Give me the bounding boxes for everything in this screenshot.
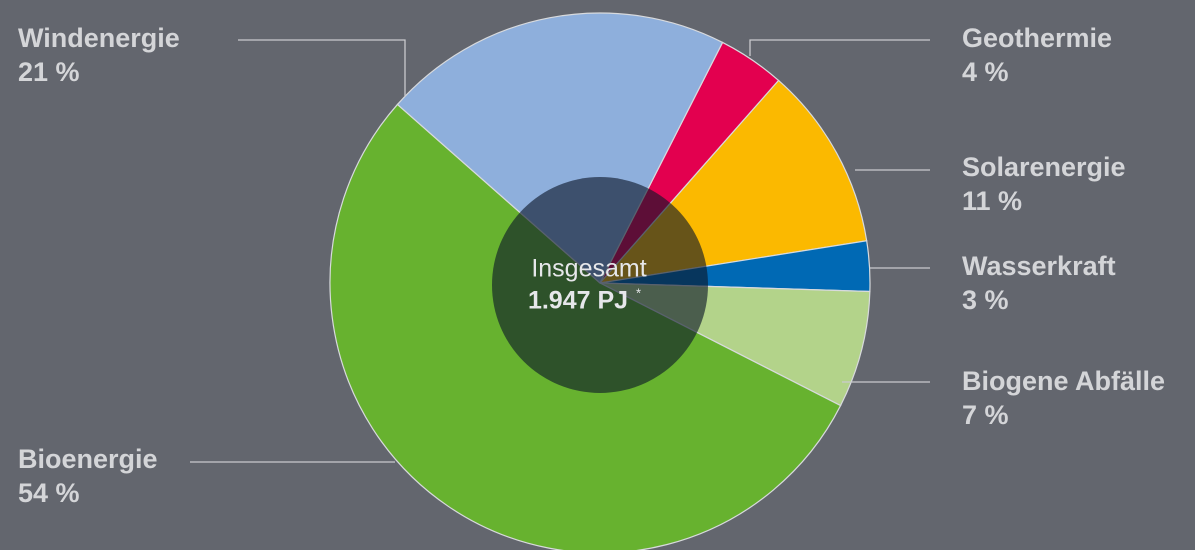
value-label: 3 % [962,285,1009,315]
value-label: 21 % [18,57,80,87]
category-label: Windenergie [18,23,180,53]
leader-line [749,39,930,56]
center-hole [492,177,708,393]
value-label: 54 % [18,478,80,508]
center-value: 1.947 PJ [528,287,628,315]
leader-line [238,39,406,97]
category-label: Wasserkraft [962,251,1116,281]
slice [396,12,724,284]
center-label: Insgesamt [531,255,646,283]
category-label: Solarenergie [962,152,1126,182]
category-label: Bioenergie [18,444,158,474]
value-label: 4 % [962,57,1009,87]
category-label: Biogene Abfälle [962,366,1165,396]
footnote-mark: * [636,285,641,300]
value-label: 7 % [962,400,1009,430]
category-label: Geothermie [962,23,1112,53]
value-label: 11 % [962,186,1022,216]
